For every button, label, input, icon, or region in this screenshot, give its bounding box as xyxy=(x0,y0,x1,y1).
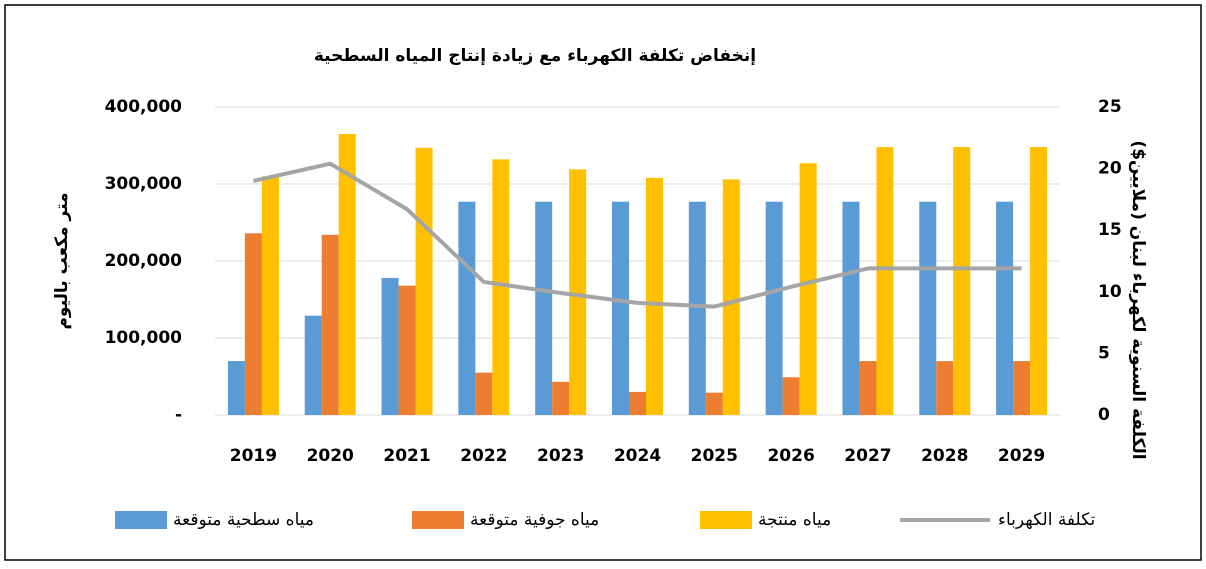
y-tick-label: 300,000 xyxy=(105,174,183,194)
bar xyxy=(688,201,706,415)
bar xyxy=(782,377,800,415)
bar xyxy=(535,201,553,415)
y2-tick-label: 15 xyxy=(1098,220,1122,240)
chart-frame xyxy=(4,4,1202,561)
bar xyxy=(415,147,433,415)
bar xyxy=(321,234,339,415)
x-tick-label: 2023 xyxy=(537,446,584,466)
legend-label: تكلفة الكهرباء xyxy=(998,510,1096,530)
y2-axis-label: الكلفة السنوية لكهرباء لبنان (ملايين$) xyxy=(1128,140,1148,459)
bar xyxy=(398,285,416,415)
chart-title: إنخفاض تكلفة الكهرباء مع زيادة إنتاج الم… xyxy=(314,46,756,66)
bar xyxy=(799,163,817,415)
y-tick-label: 200,000 xyxy=(105,251,183,271)
line-series xyxy=(252,161,1022,309)
y2-tick-label: 0 xyxy=(1098,405,1110,425)
y2-tick-label: 5 xyxy=(1098,343,1110,363)
bar xyxy=(876,147,894,416)
bar xyxy=(458,201,476,415)
legend-label: مياه سطحية متوقعة xyxy=(173,510,314,530)
bar xyxy=(338,133,356,415)
bar xyxy=(705,392,723,415)
bar xyxy=(381,277,399,415)
x-tick-label: 2024 xyxy=(614,446,661,466)
bar xyxy=(475,372,493,415)
x-tick-label: 2025 xyxy=(691,446,738,466)
y-axis-label: متر مكعب باليوم xyxy=(52,192,72,329)
bar xyxy=(1030,147,1048,416)
bar xyxy=(261,176,279,415)
legend-swatch xyxy=(412,511,464,529)
y-tick-label: 400,000 xyxy=(105,97,183,117)
y2-tick-label: 20 xyxy=(1098,159,1122,179)
bar xyxy=(859,361,877,415)
y-tick-label: - xyxy=(175,405,182,425)
y2-tick-label: 25 xyxy=(1098,97,1122,117)
y-tick-label: 100,000 xyxy=(105,328,183,348)
bar xyxy=(1013,361,1031,415)
bar xyxy=(842,201,860,415)
bar xyxy=(765,201,783,415)
x-tick-label: 2026 xyxy=(767,446,814,466)
x-tick-label: 2028 xyxy=(921,446,968,466)
x-tick-label: 2021 xyxy=(383,446,430,466)
bar xyxy=(569,169,587,415)
bar xyxy=(304,315,322,415)
bar xyxy=(244,233,262,415)
y2-tick-label: 10 xyxy=(1098,282,1122,302)
bar xyxy=(227,361,245,415)
legend-swatch xyxy=(115,511,167,529)
bar xyxy=(492,159,510,415)
bar xyxy=(629,391,646,415)
bar xyxy=(722,179,740,415)
x-tick-label: 2022 xyxy=(460,446,507,466)
x-tick-label: 2020 xyxy=(307,446,354,466)
bar xyxy=(936,361,954,415)
bar xyxy=(953,147,971,416)
x-tick-label: 2027 xyxy=(844,446,891,466)
legend-label: مياه منتجة xyxy=(758,510,831,530)
bar xyxy=(919,201,937,415)
x-tick-label: 2019 xyxy=(230,446,277,466)
bar xyxy=(646,177,663,415)
bar xyxy=(552,381,570,415)
legend-swatch xyxy=(700,511,752,529)
bar xyxy=(612,201,629,415)
bar xyxy=(996,201,1014,415)
x-tick-label: 2029 xyxy=(998,446,1045,466)
legend-label: مياه جوفية متوقعة xyxy=(470,510,599,530)
